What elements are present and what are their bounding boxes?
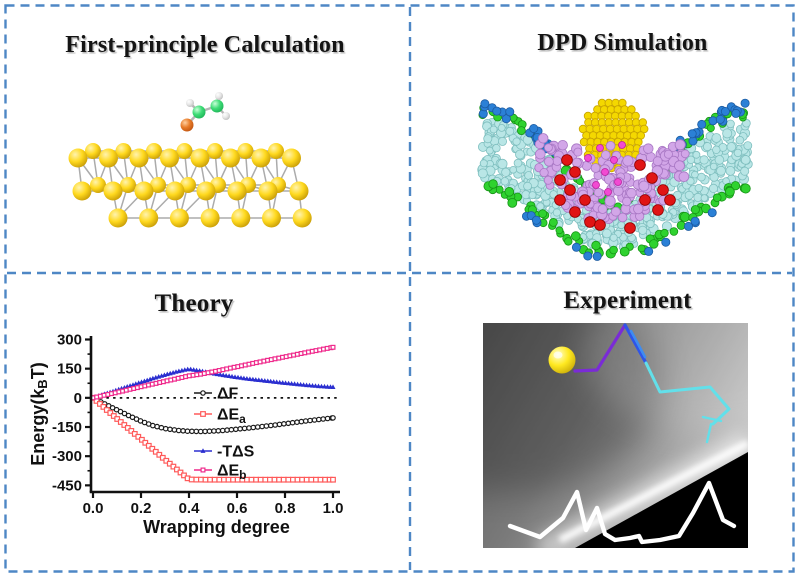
- particle-trajectory: [573, 323, 731, 444]
- atom-o: [180, 118, 194, 132]
- atom-h: [222, 112, 230, 120]
- experiment-micrograph: [483, 323, 748, 548]
- series-ΔEa: [90, 394, 336, 483]
- svg-text:-150: -150: [52, 419, 82, 436]
- marker-particles-red: [554, 154, 676, 234]
- legend-label-ΔEb: ΔEb: [217, 463, 247, 483]
- micrograph-image: [483, 323, 748, 548]
- svg-text:0: 0: [74, 390, 82, 407]
- svg-text:1.0: 1.0: [323, 500, 344, 517]
- intensity-trace-white: [507, 480, 737, 545]
- svg-text:0.4: 0.4: [179, 500, 201, 517]
- svg-text:300: 300: [57, 332, 82, 349]
- atom-h: [186, 99, 194, 107]
- dark-field-region: [575, 452, 748, 548]
- svg-text:0.8: 0.8: [275, 500, 296, 517]
- panel-title-first-principle: First-principle Calculation: [65, 32, 345, 58]
- legend-label-ΔF: ΔF: [217, 386, 239, 403]
- gold-slab-atoms: [68, 143, 312, 228]
- chart-axis-titles: Wrapping degree Energy(kBT): [28, 362, 290, 537]
- x-axis-title: Wrapping degree: [143, 517, 290, 537]
- svg-text:-300: -300: [52, 448, 82, 465]
- adsorbate-atoms: [180, 92, 230, 132]
- y-axis-title: Energy(kBT): [28, 362, 50, 465]
- series-ΔEb: [90, 344, 336, 401]
- chart-legend: ΔF ΔEa -TΔS ΔEb: [194, 386, 255, 483]
- atom-h: [215, 92, 223, 100]
- panel-theory: Theory 300 150 0 -150 -300 -450 0.0 0.2 0.4 0.6 0.…: [8, 278, 402, 569]
- svg-text:0.2: 0.2: [131, 500, 152, 517]
- panel-title-theory: Theory: [154, 290, 234, 317]
- panel-experiment: Experiment: [412, 278, 791, 569]
- chart-axes: [85, 336, 340, 498]
- dpd-simulation-illustration: [477, 98, 753, 261]
- svg-text:0.0: 0.0: [83, 500, 104, 517]
- legend-label--TΔS: -TΔS: [217, 444, 255, 461]
- panel-first-principle: First-principle Calculation: [8, 8, 402, 268]
- svg-text:0.6: 0.6: [227, 500, 248, 517]
- atom-c: [192, 105, 206, 119]
- panel-title-dpd: DPD Simulation: [537, 30, 708, 56]
- linker-particles-magenta: [584, 141, 626, 196]
- molecule-illustration: [68, 92, 312, 228]
- panel-title-experiment: Experiment: [563, 287, 692, 314]
- legend-label-ΔEa: ΔEa: [217, 407, 246, 427]
- svg-text:150: 150: [57, 361, 82, 378]
- tracked-particle: [548, 346, 576, 374]
- panel-dpd-simulation: DPD Simulation: [412, 8, 791, 268]
- atom-c: [210, 99, 224, 113]
- svg-text:-450: -450: [52, 477, 82, 494]
